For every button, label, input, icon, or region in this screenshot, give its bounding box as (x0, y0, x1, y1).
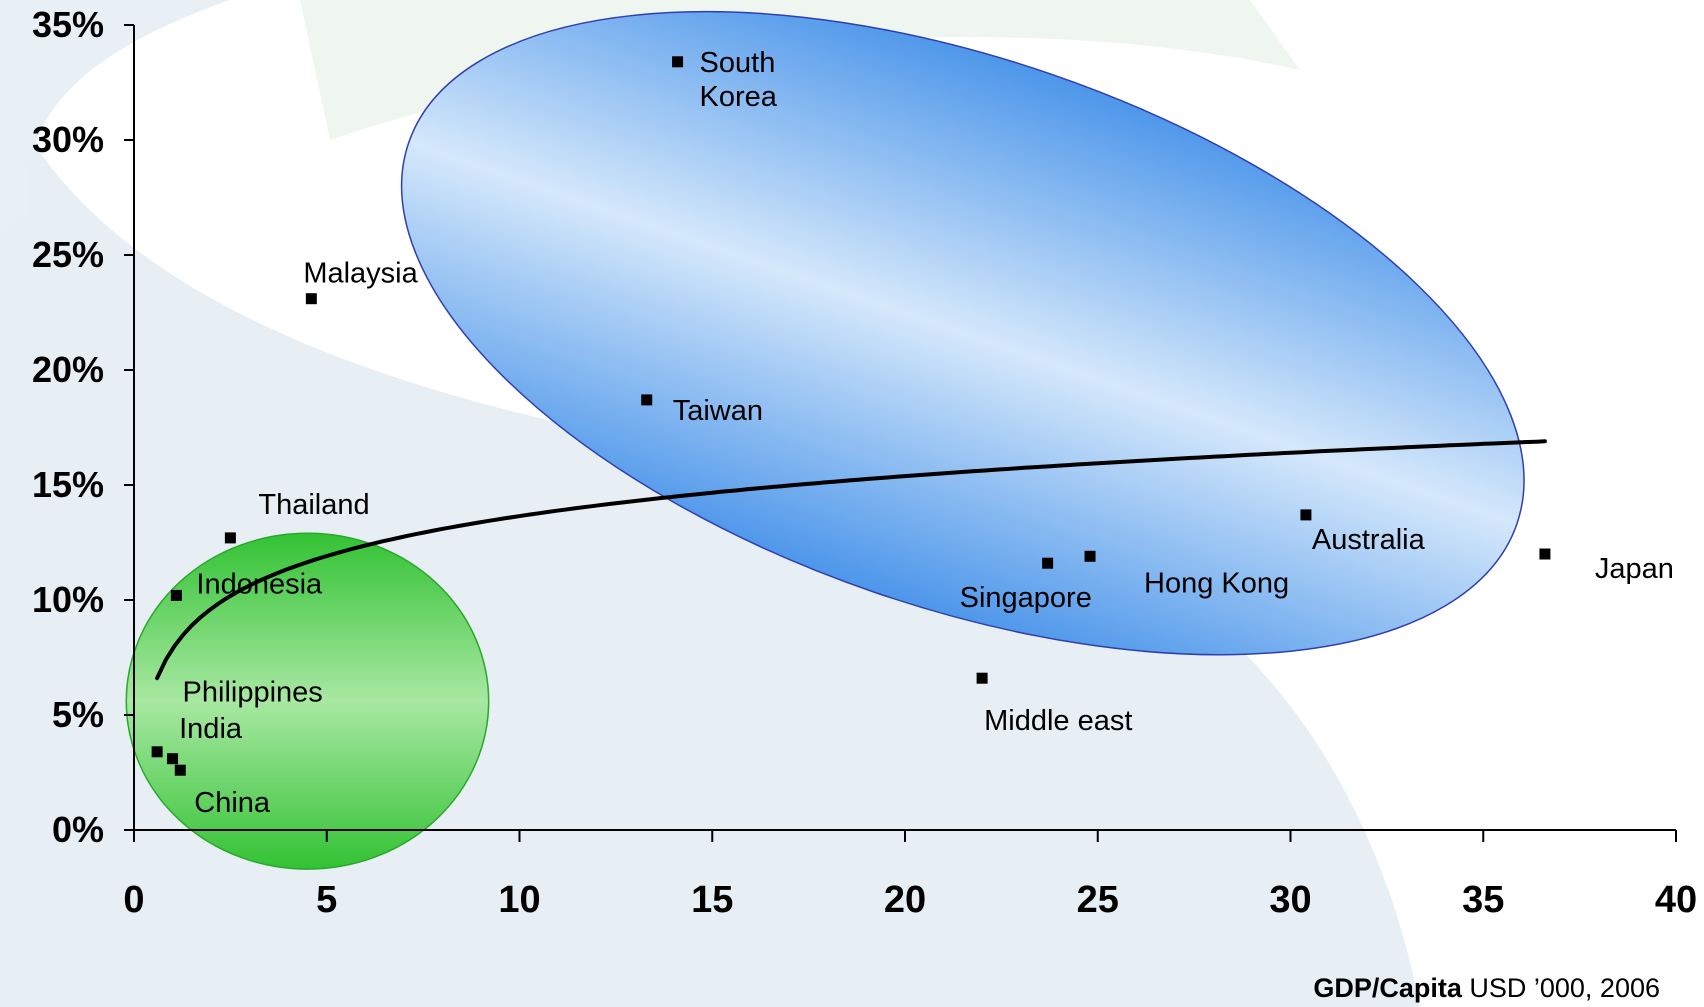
point-label-australia: Australia (1312, 524, 1426, 556)
point-label-thailand: Thailand (258, 489, 369, 521)
data-point-thailand (224, 532, 236, 544)
y-tick-label: 5% (52, 694, 104, 735)
point-label-south-korea: South Korea (700, 47, 778, 113)
x-tick-label: 20 (884, 879, 926, 921)
y-tick-label: 35% (32, 4, 104, 45)
y-tick-label: 0% (52, 809, 104, 850)
x-tick-label: 10 (498, 879, 540, 921)
data-point-south-korea (672, 56, 684, 68)
x-tick-label: 15 (691, 879, 733, 921)
point-label-india: India (179, 713, 243, 745)
data-points: South Korea Malaysia Taiwan Thailand Indonesi… (151, 47, 1674, 819)
point-label-indonesia: Indonesia (196, 568, 323, 600)
trendline (155, 439, 1547, 681)
y-tick-label: 20% (32, 349, 104, 390)
data-point-middle-east (976, 672, 988, 684)
data-point-hong-kong (1084, 550, 1096, 562)
background-swoosh-left (0, 0, 230, 240)
data-point-australia (1300, 509, 1312, 521)
data-point-japan (1539, 548, 1551, 560)
point-label-malaysia: Malaysia (303, 258, 418, 290)
point-label-philippines: Philippines (183, 677, 323, 709)
data-point-taiwan (641, 394, 653, 406)
point-label-hong-kong: Hong Kong (1144, 567, 1289, 599)
point-label-china: China (194, 787, 271, 819)
point-label-middle-east: Middle east (984, 705, 1132, 737)
data-point-singapore (1042, 557, 1054, 569)
y-tick-label: 15% (32, 464, 104, 505)
point-label-japan: Japan (1595, 553, 1674, 585)
x-tick-label: 40 (1655, 879, 1697, 921)
y-tick-label: 30% (32, 119, 104, 160)
y-tick-label: 10% (32, 579, 104, 620)
x-tick-label: 25 (1077, 879, 1119, 921)
x-tick-label: 5 (316, 879, 337, 921)
y-tick-label: 25% (32, 234, 104, 275)
x-tick-label: 35 (1462, 879, 1504, 921)
data-point-philippines (167, 753, 179, 765)
data-point-malaysia (305, 293, 317, 305)
green-cluster-ellipse (125, 532, 490, 870)
data-point-china (174, 764, 186, 776)
x-tick-label: 30 (1269, 879, 1311, 921)
x-axis-label: GDP/Capita USD ’000, 2006 (1313, 973, 1660, 1003)
point-label-singapore: Singapore (960, 582, 1092, 614)
point-label-taiwan: Taiwan (673, 395, 763, 427)
data-point-indonesia (170, 589, 182, 601)
axes: 0% 5% 10% 15% 20% 25% 30% 35% 0 5 10 15 20 25 30 35 40 (32, 4, 1697, 921)
data-point-india (151, 746, 163, 758)
x-tick-label: 0 (123, 879, 144, 921)
trendline-group (155, 439, 1547, 681)
